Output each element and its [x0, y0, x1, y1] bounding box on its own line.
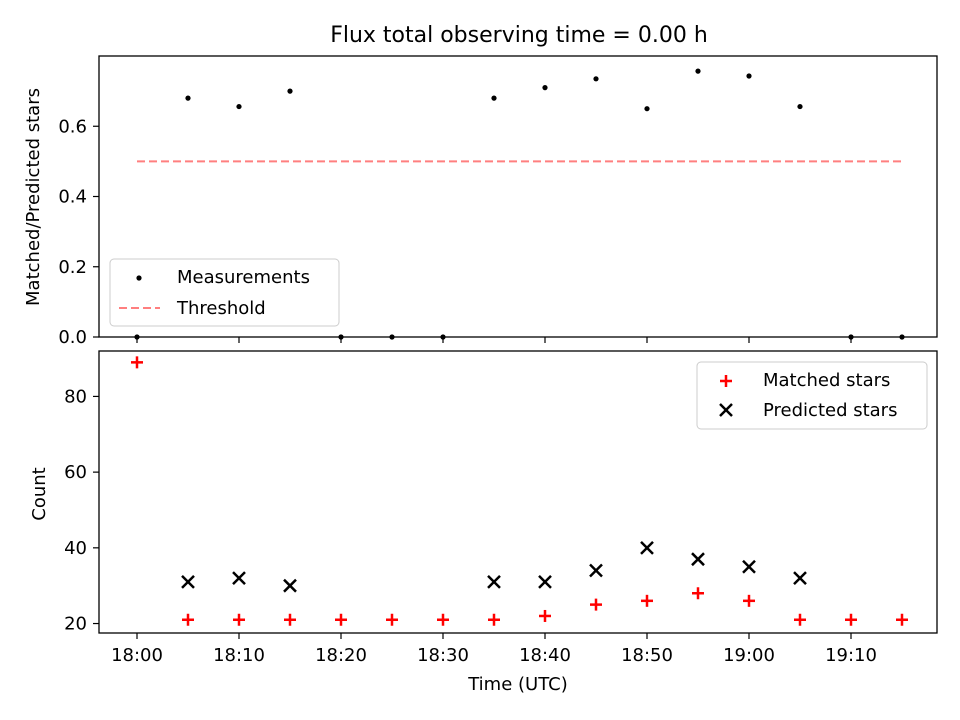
predicted-star-point	[640, 540, 654, 555]
bottom-y-tick-label: 20	[64, 614, 87, 635]
x-tick-label: 18:40	[519, 645, 571, 666]
x-tick-label: 19:10	[825, 645, 877, 666]
x-axis-label: Time (UTC)	[467, 674, 568, 695]
measurement-point	[338, 334, 344, 340]
measurement-point	[593, 76, 599, 82]
bottom-y-tick-label: 60	[64, 462, 87, 483]
measurement-point	[389, 334, 395, 340]
predicted-star-point	[589, 563, 603, 578]
measurement-point	[899, 334, 905, 340]
matched-star-point	[386, 613, 398, 626]
measurement-point	[491, 95, 497, 101]
x-tick-label: 18:30	[417, 645, 469, 666]
predicted-star-point	[181, 575, 195, 589]
bottom-x-ticks: 18:00 18:10 18:20 18:30 18:40 18:50 19:00 19:10	[111, 633, 877, 666]
matched-star-point	[590, 598, 602, 611]
measurement-point	[644, 106, 650, 112]
matched-star-point	[182, 613, 194, 626]
top-y-tick-label: 0.6	[58, 116, 87, 137]
bottom-y-ticks: 20 40 60 80	[64, 386, 99, 635]
predicted-star-point	[793, 571, 807, 585]
measurement-points	[134, 68, 905, 340]
top-y-axis-label: Matched/Predicted stars	[23, 88, 44, 306]
matched-star-point	[692, 587, 704, 600]
x-tick-label: 19:00	[723, 645, 775, 666]
bottom-legend-box	[696, 361, 928, 430]
top-legend-box	[109, 258, 340, 327]
legend-predicted-label: Predicted stars	[763, 400, 897, 421]
measurement-point	[440, 334, 446, 340]
measurement-point	[797, 103, 803, 110]
bottom-y-tick-label: 40	[64, 538, 87, 559]
legend-predicted-marker	[719, 403, 733, 417]
predicted-stars-points	[181, 540, 807, 593]
bottom-y-tick-label: 80	[64, 386, 87, 407]
top-y-ticks: 0.0 0.2 0.4 0.6	[58, 116, 99, 348]
matched-star-point	[794, 613, 806, 626]
measurement-point	[236, 103, 242, 110]
matched-star-point	[539, 609, 551, 622]
top-y-tick-label: 0.4	[58, 187, 87, 208]
matched-star-point	[233, 613, 245, 626]
x-tick-label: 18:00	[111, 645, 163, 666]
measurement-point	[287, 88, 293, 94]
matched-star-point	[896, 613, 908, 626]
bottom-axes-frame	[98, 350, 938, 634]
top-y-tick-label: 0.2	[58, 257, 87, 278]
matched-star-point	[641, 594, 653, 607]
legend-threshold-label: Threshold	[176, 298, 266, 319]
matched-star-point	[131, 356, 143, 369]
measurement-point	[848, 334, 854, 340]
measurement-point	[695, 68, 701, 74]
predicted-star-point	[691, 552, 705, 567]
predicted-star-point	[283, 578, 297, 593]
matched-star-point	[335, 613, 347, 626]
legend-matched-marker	[720, 375, 732, 387]
matched-star-point	[437, 613, 449, 626]
predicted-star-point	[487, 575, 501, 589]
x-tick-label: 18:50	[621, 645, 673, 666]
chart-title: Flux total observing time = 0.00 h	[330, 23, 708, 48]
measurement-point	[134, 334, 140, 340]
x-tick-label: 18:20	[315, 645, 367, 666]
matched-star-point	[743, 594, 755, 607]
legend-measurements-label: Measurements	[177, 267, 310, 288]
bottom-y-axis-label: Count	[29, 467, 50, 520]
bottom-legend: Matched stars Predicted stars	[696, 361, 928, 430]
top-x-ticks	[136, 337, 852, 343]
legend-measurements-marker	[136, 275, 142, 281]
matched-star-point	[284, 613, 296, 626]
matched-star-point	[845, 613, 857, 626]
measurement-point	[542, 85, 548, 91]
measurement-point	[746, 73, 752, 79]
top-y-tick-label: 0.0	[58, 327, 87, 348]
predicted-star-point	[742, 559, 756, 574]
top-panel: 0.0 0.2 0.4 0.6 Matched/Predicted stars Mea…	[23, 55, 938, 348]
top-legend: Measurements Threshold	[109, 258, 340, 327]
legend-matched-label: Matched stars	[763, 370, 890, 391]
matched-stars-points	[131, 356, 908, 626]
measurement-point	[185, 95, 191, 101]
predicted-star-point	[232, 571, 246, 585]
x-tick-label: 18:10	[213, 645, 265, 666]
matched-star-point	[488, 613, 500, 626]
predicted-star-point	[538, 575, 552, 589]
